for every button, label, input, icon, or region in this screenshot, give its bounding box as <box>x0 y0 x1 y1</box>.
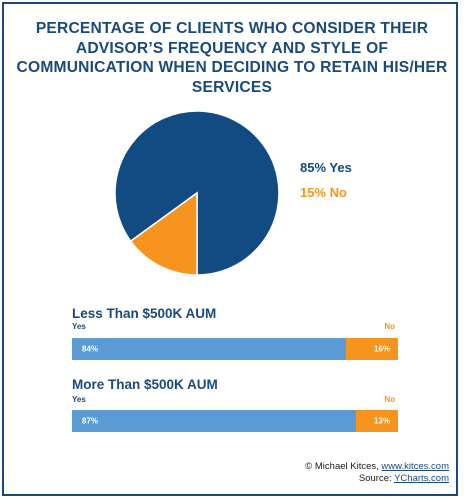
ycharts-link[interactable]: YCharts.com <box>394 473 449 484</box>
source-text: Source: <box>358 473 395 484</box>
pie-chart <box>114 110 280 276</box>
bar-label-yes-under-500k: 84% <box>82 344 99 354</box>
group-no-label-under-500k: No <box>384 322 395 331</box>
bar-over-500k: 87% 13% <box>72 410 398 432</box>
group-yes-label-over-500k: Yes <box>72 395 86 404</box>
group-title-over-500k: More Than $500K AUM <box>72 377 218 392</box>
bar-label-no-under-500k: 16% <box>373 344 390 354</box>
pie-legend: 85% Yes 15% No <box>300 160 352 210</box>
legend-item-no: 15% No <box>300 185 347 200</box>
group-yes-label-under-500k: Yes <box>72 322 86 331</box>
bar-segment-no-over-500k: 13% <box>355 410 398 432</box>
copyright-text: © Michael Kitces, <box>305 461 382 472</box>
legend-item-yes: 85% Yes <box>300 160 352 175</box>
group-no-label-over-500k: No <box>384 395 395 404</box>
bar-label-no-over-500k: 13% <box>373 416 390 426</box>
bar-label-yes-over-500k: 87% <box>82 416 99 426</box>
bar-segment-no-under-500k: 16% <box>345 338 398 360</box>
chart-footer: © Michael Kitces, www.kitces.com Source:… <box>199 461 449 485</box>
bar-under-500k: 84% 16% <box>72 338 398 360</box>
bar-segment-yes-under-500k: 84% <box>72 338 346 360</box>
pie-chart-container <box>112 108 282 278</box>
group-title-under-500k: Less Than $500K AUM <box>72 306 217 321</box>
copyright-line: © Michael Kitces, www.kitces.com <box>199 461 449 473</box>
bar-segment-yes-over-500k: 87% <box>72 410 356 432</box>
source-line: Source: YCharts.com <box>199 473 449 485</box>
pie-slice-no <box>129 191 198 276</box>
chart-title: PERCENTAGE OF CLIENTS WHO CONSIDER THEIR… <box>16 20 448 96</box>
kitces-link[interactable]: www.kitces.com <box>381 461 449 472</box>
